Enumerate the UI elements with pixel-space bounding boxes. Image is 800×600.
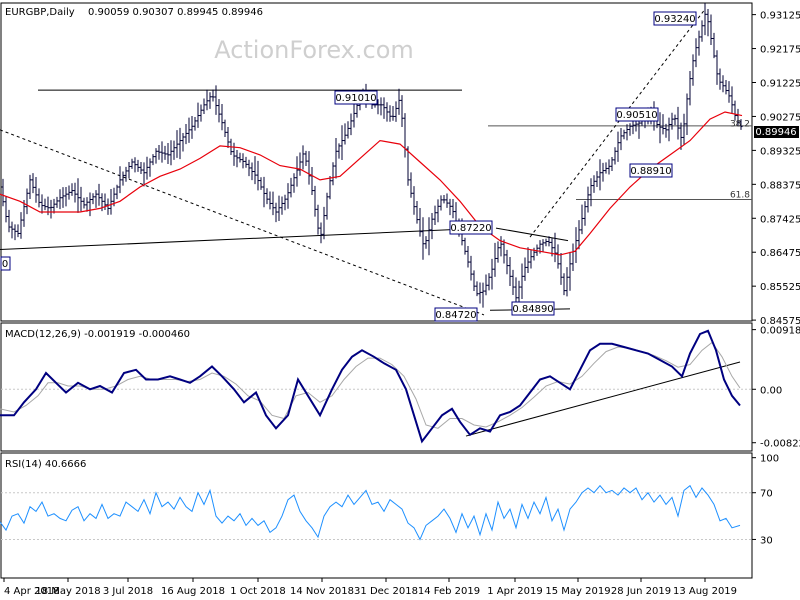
rsi-panel: RSI(14) 40.6666 100 70 30 [0, 452, 779, 579]
dashed-trendline [0, 129, 485, 316]
price-tick-label: 0.87425 [760, 214, 800, 225]
price-tick-label: 0.84575 [760, 316, 800, 327]
left-edge-label: 0 [2, 259, 8, 270]
swing-label: 0.90510 [616, 110, 657, 121]
rsi-grid [1, 492, 752, 540]
date-tick-label: 14 Nov 2018 [290, 586, 354, 597]
macd-trendline [465, 361, 741, 437]
price-tick-label: 0.86475 [760, 248, 800, 259]
current-price-marker: 0.89946 [754, 126, 799, 138]
fib-label: 38.2 [730, 119, 750, 129]
price-trendlines [0, 10, 752, 316]
rsi-axis: 100 70 30 [752, 454, 779, 546]
price-bars [1, 3, 743, 310]
swing-label: 0.91010 [335, 93, 376, 104]
price-tick-label: 0.89325 [760, 146, 800, 157]
rsi-line [0, 484, 741, 541]
macd-main-line [0, 329, 741, 444]
swing-label-box [334, 90, 378, 105]
swing-label-box [653, 11, 697, 26]
swing-label-box [615, 107, 659, 122]
date-tick-label: 31 Dec 2018 [354, 586, 418, 597]
rsi-tick-label: 70 [760, 489, 773, 500]
rsi-tick-label: 30 [760, 535, 773, 546]
price-tick-label: 0.85525 [760, 282, 800, 293]
moving-average-line [0, 111, 743, 256]
watermark: ActionForex.com [214, 36, 414, 64]
swing-label-box [449, 220, 493, 235]
swing-label-box [511, 301, 555, 316]
date-tick-label: 14 Feb 2019 [418, 586, 480, 597]
swing-label-box [434, 307, 478, 322]
price-panel-frame [0, 2, 753, 322]
date-tick-label: 3 Jul 2018 [103, 586, 153, 597]
swing-label: 0.84890 [512, 304, 553, 315]
swing-labels: 0.93240 0.91010 0.90510 0.88910 0.87220 0.847… [0, 11, 750, 322]
macd-header: MACD(12,26,9) -0.001919 -0.000460 [5, 329, 190, 340]
macd-axis: 0.009181 0.00 -0.008225 [752, 326, 800, 450]
fib-label: 61.8 [730, 191, 750, 201]
date-tick-label: 16 Aug 2018 [161, 586, 225, 597]
date-tick-label: 13 Aug 2019 [673, 586, 737, 597]
macd-panel: MACD(12,26,9) -0.001919 -0.000460 0.0091… [0, 322, 800, 452]
trendline [495, 227, 569, 242]
rsi-tick-label: 100 [760, 454, 779, 465]
price-tick-label: 0.88375 [760, 180, 800, 191]
trendline [0, 227, 487, 251]
swing-label: 0.88910 [630, 166, 671, 177]
swing-label: 0.93240 [654, 14, 695, 25]
price-tick-label: 0.90275 [760, 112, 800, 123]
swing-label: 0.84720 [435, 310, 476, 321]
swing-label: 0.87220 [450, 223, 491, 234]
date-tick-label: 1 Apr 2019 [487, 586, 542, 597]
date-tick-label: 18 May 2018 [35, 586, 100, 597]
rsi-header: RSI(14) 40.6666 [5, 459, 86, 470]
price-header-symbol: EURGBP,Daily [5, 7, 75, 18]
macd-tick-label: 0.00 [760, 385, 782, 396]
macd-panel-frame [0, 322, 753, 452]
rsi-panel-frame [0, 452, 753, 579]
macd-tick-label: 0.009181 [760, 326, 800, 337]
price-tick-label: 0.91225 [760, 79, 800, 90]
current-price-label: 0.89946 [755, 127, 796, 138]
date-tick-label: 15 May 2019 [545, 586, 610, 597]
swing-label-box [629, 163, 673, 178]
price-tick-label: 0.92175 [760, 45, 800, 56]
date-tick-label: 1 Oct 2018 [230, 586, 285, 597]
date-tick-label: 28 Jun 2019 [611, 586, 671, 597]
macd-tick-label: -0.008225 [760, 439, 800, 450]
price-tick-label: 0.93125 [760, 11, 800, 22]
left-edge-label-box [0, 256, 11, 271]
macd-trendline [465, 361, 741, 437]
price-panel: EURGBP,Daily 0.90059 0.90307 0.89945 0.8… [0, 2, 800, 327]
price-axis: 0.93125 0.92175 0.91225 0.90275 0.89325 0.883… [752, 11, 800, 327]
date-tick-label: 4 Apr 2018 [4, 586, 59, 597]
price-header-ohlc: 0.90059 0.90307 0.89945 0.89946 [88, 7, 263, 18]
